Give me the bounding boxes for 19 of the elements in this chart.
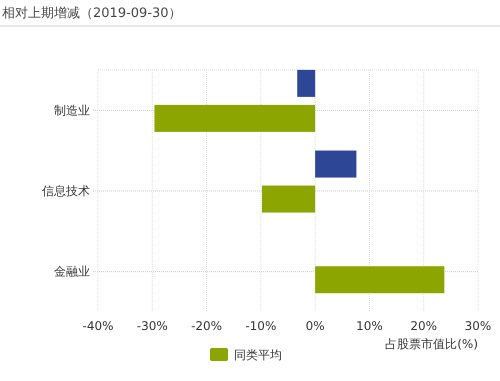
y-tick-label: 制造业: [54, 103, 90, 118]
bar: [297, 70, 316, 97]
y-tick-label: 金融业: [54, 264, 90, 279]
x-tick-label: -30%: [136, 319, 168, 333]
x-tick-label: 0%: [306, 319, 325, 333]
x-tick-label: -10%: [245, 319, 276, 333]
legend-label: 同类平均: [234, 348, 282, 362]
bar: [315, 150, 356, 178]
x-tick-label: 30%: [464, 319, 492, 333]
x-axis-title: 占股票市值比(%): [385, 337, 478, 351]
chart-title: 相对上期增减（2019-09-30）: [2, 6, 182, 21]
x-tick-label: -20%: [191, 319, 222, 333]
x-tick-label: 10%: [356, 319, 383, 333]
bar: [315, 266, 444, 294]
bar: [154, 104, 316, 132]
y-tick-label: 信息技术: [42, 184, 90, 198]
bar: [262, 186, 316, 213]
x-tick-label: -40%: [82, 319, 114, 333]
x-tick-label: 20%: [410, 319, 438, 333]
